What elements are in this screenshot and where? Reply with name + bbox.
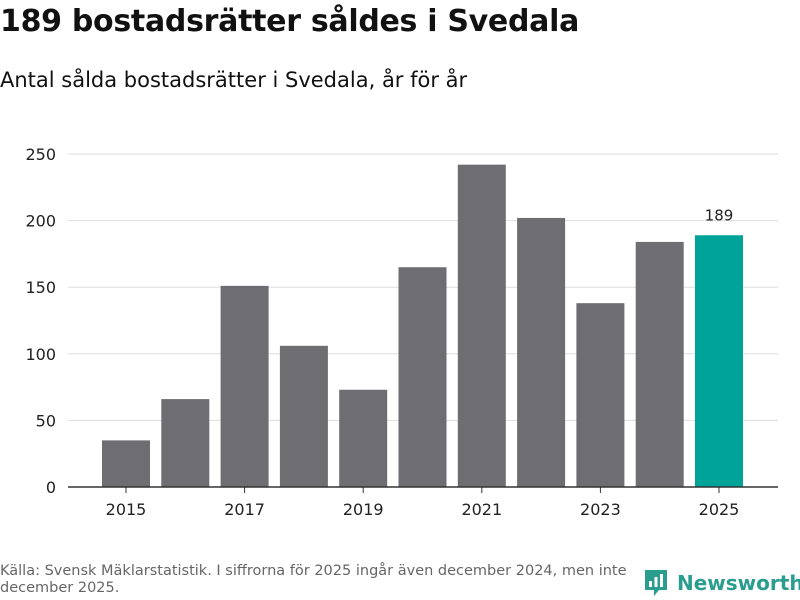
bar-2018	[279, 345, 328, 487]
bar-2015	[102, 440, 150, 487]
x-tick-label: 2019	[343, 500, 384, 519]
y-tick-label: 50	[36, 411, 56, 430]
y-tick-label: 150	[25, 278, 56, 297]
y-tick-label: 0	[46, 478, 56, 497]
bar-2021	[457, 164, 506, 487]
bar-2022	[517, 217, 566, 487]
bar-2020	[398, 267, 447, 487]
bar-2025	[695, 235, 743, 487]
y-axis-ticks: 0 50 100 150 200 250	[25, 145, 56, 497]
data-labels: 189	[705, 206, 734, 224]
chart-title: 189 bostadsrätter såldes i Svedala	[0, 4, 580, 39]
bar-2024	[635, 241, 684, 487]
bar-2016	[161, 399, 210, 487]
brand-name: Newsworthy	[677, 571, 800, 595]
x-tick-label: 2021	[461, 500, 502, 519]
data-label-2025: 189	[705, 206, 734, 224]
bar-2019	[339, 389, 388, 487]
y-tick-label: 100	[25, 345, 56, 364]
x-tick-label: 2025	[699, 500, 740, 519]
y-tick-label: 250	[25, 145, 56, 164]
bar-2017	[220, 285, 269, 487]
brand-logo[interactable]: Newsworthy	[643, 568, 800, 598]
x-axis: 2015 2017 2019 2021 2023 2025	[68, 486, 778, 519]
source-note: Källa: Svensk Mäklarstatistik. I siffror…	[0, 563, 627, 596]
x-tick-label: 2015	[106, 500, 147, 519]
x-tick-label: 2017	[224, 500, 265, 519]
bars	[102, 164, 743, 487]
newsworthy-logo-icon	[645, 570, 667, 596]
chart-subtitle: Antal sålda bostadsrätter i Svedala, år …	[0, 68, 468, 92]
y-tick-label: 200	[25, 212, 56, 231]
x-tick-label: 2023	[580, 500, 621, 519]
bar-2023	[576, 303, 625, 487]
